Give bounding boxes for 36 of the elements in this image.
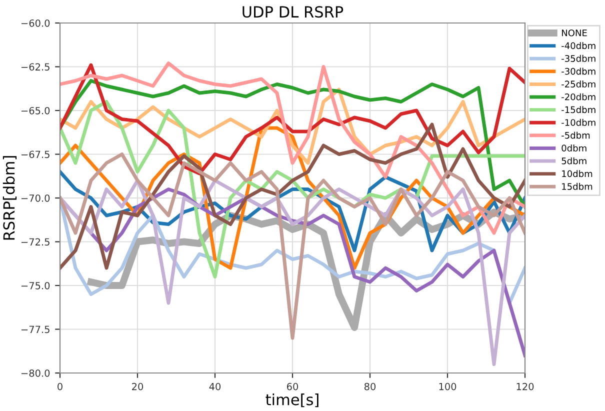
legend-label: 5dbm <box>562 157 586 164</box>
x-tick-label: 120 <box>516 382 534 390</box>
legend-label: -20dbm <box>562 93 596 100</box>
y-tick-label: −62.5 <box>22 63 50 71</box>
legend-label: 15dbm <box>562 182 592 190</box>
legend-label: 10dbm <box>562 170 592 178</box>
x-tick-label: 60 <box>286 382 298 390</box>
legend-label: -5dbm <box>562 132 590 139</box>
y-tick-label: −72.5 <box>22 238 50 246</box>
line-series <box>60 63 525 176</box>
y-tick-label: −65.0 <box>22 106 50 114</box>
line-series <box>60 62 525 235</box>
legend-label: -30dbm <box>562 68 596 75</box>
legend-label: -40dbm <box>562 42 596 50</box>
y-tick-label: −77.5 <box>22 326 50 334</box>
legend-label: -35dbm <box>562 54 596 62</box>
legend-label: -10dbm <box>562 118 596 126</box>
x-tick-label: 20 <box>132 382 144 390</box>
line-series <box>60 152 525 340</box>
x-axis-title: time[s] <box>266 394 318 408</box>
y-tick-label: −80.0 <box>22 369 50 377</box>
y-axis-title: RSRP[dbm] <box>2 156 17 240</box>
y-tick-label: −75.0 <box>22 282 50 290</box>
chart-title: UDP DL RSRP <box>242 6 344 18</box>
legend-label: -15dbm <box>562 106 596 114</box>
y-tick-label: −60.0 <box>22 19 50 27</box>
y-tick-label: −67.5 <box>22 150 50 158</box>
legend-label: -25dbm <box>562 80 596 88</box>
x-tick-label: 40 <box>209 382 221 390</box>
legend-label: 0dbm <box>562 144 586 152</box>
x-tick-label: 100 <box>439 382 456 390</box>
line-series <box>60 79 525 208</box>
y-tick-label: −70.0 <box>22 194 50 202</box>
legend-label: NONE <box>562 29 587 36</box>
x-tick-label: 80 <box>364 382 376 390</box>
x-tick-label: 0 <box>58 382 62 390</box>
